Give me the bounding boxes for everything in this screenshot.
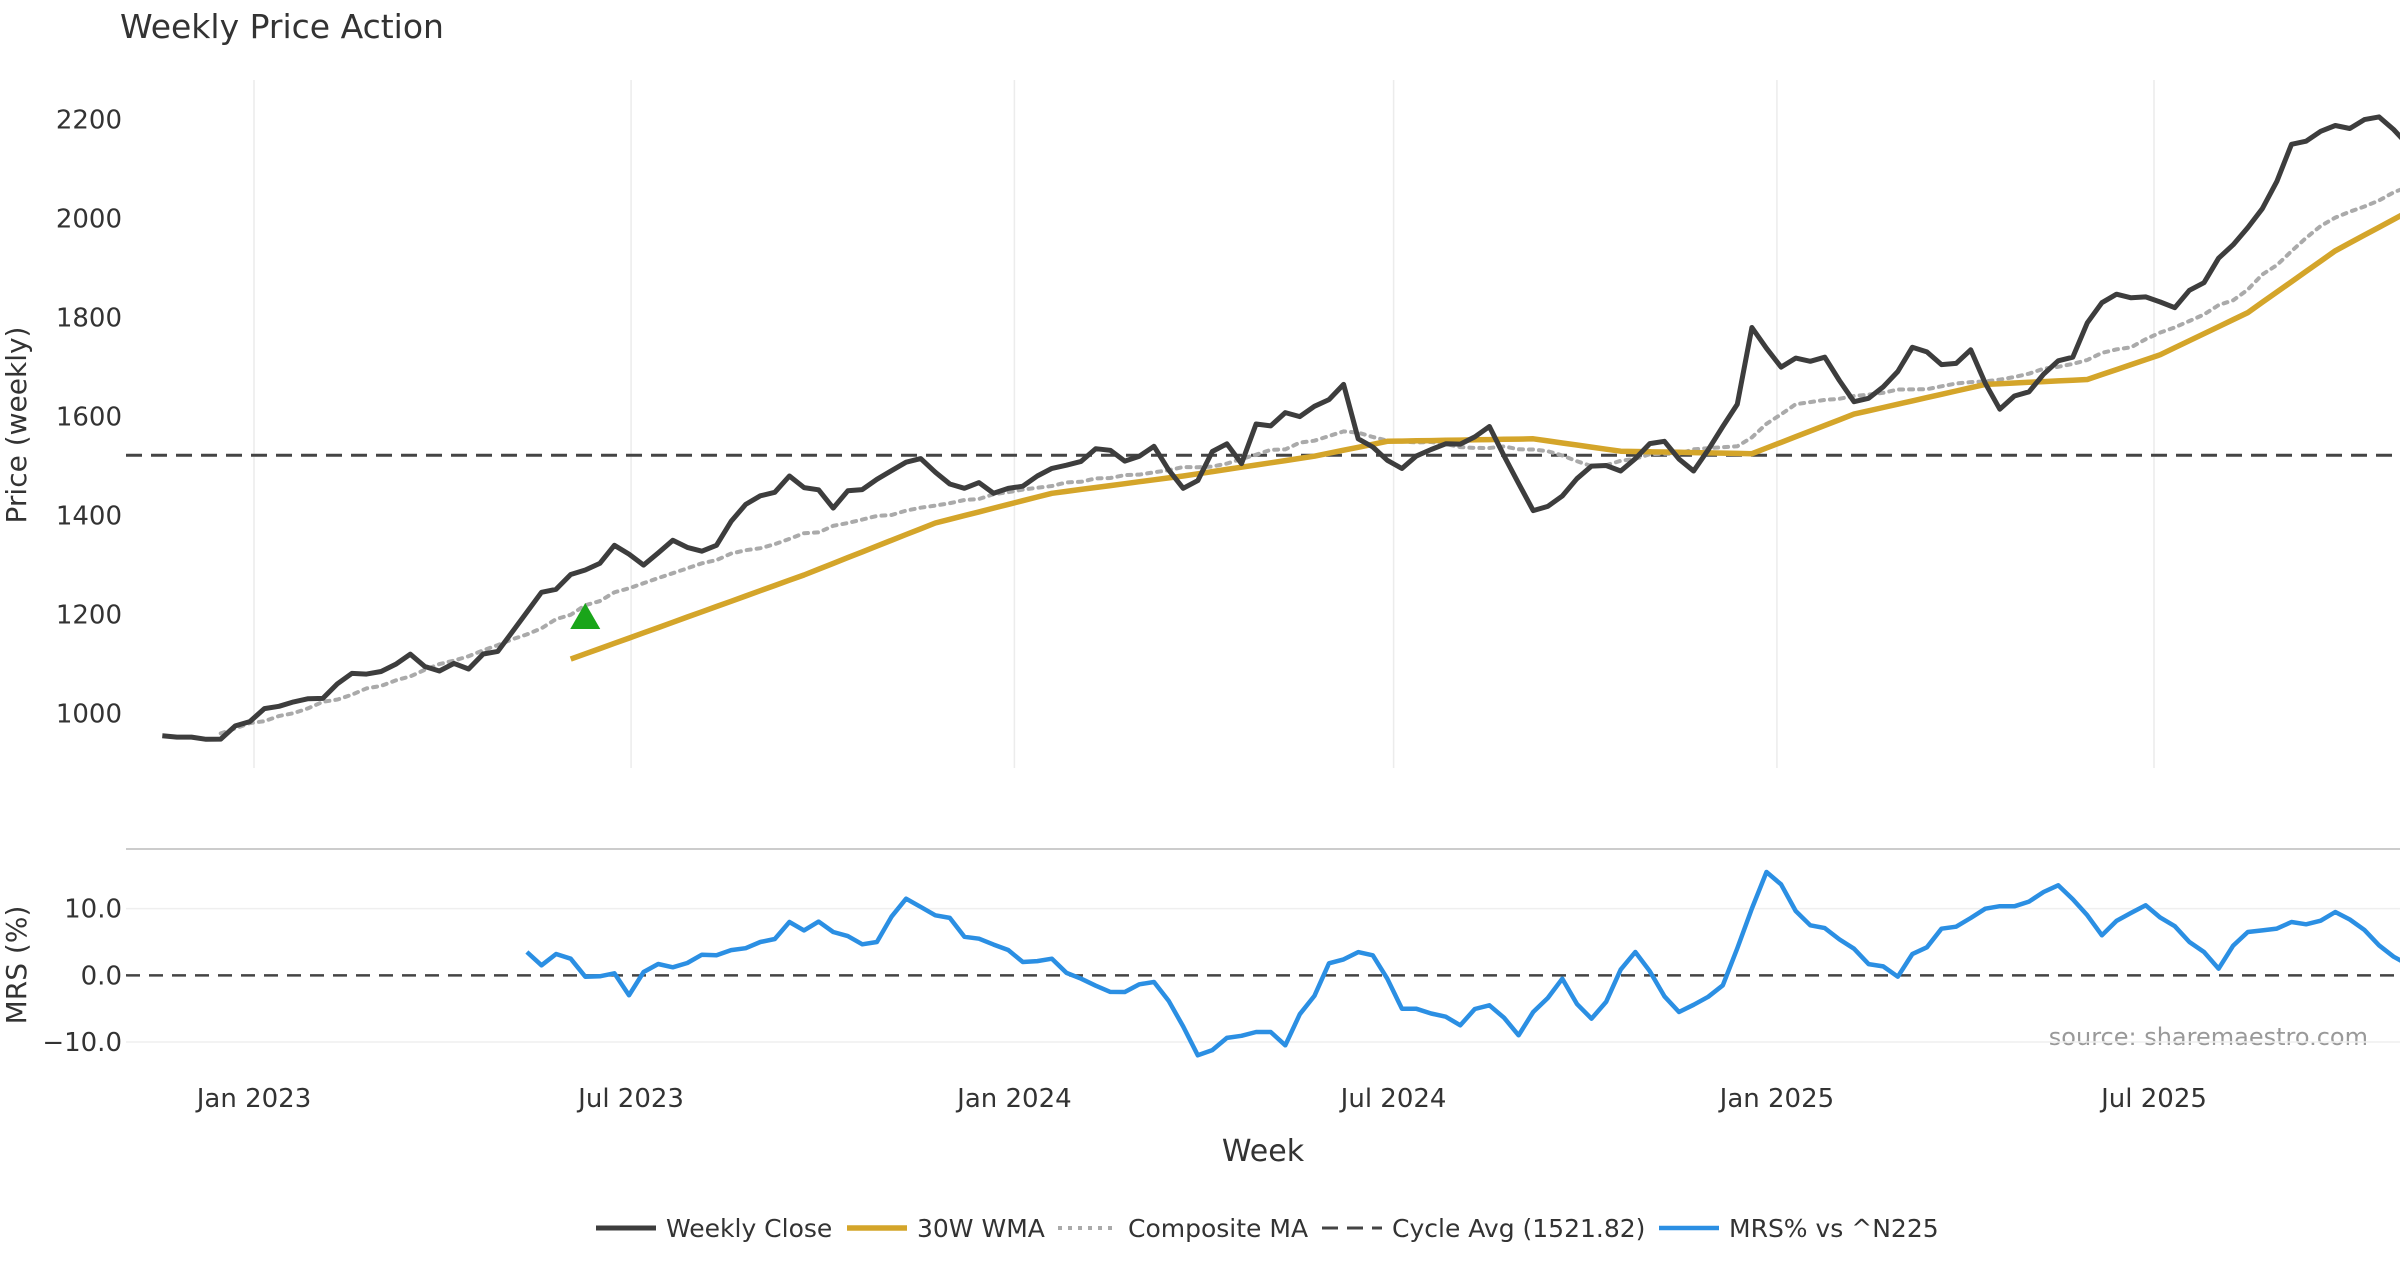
- mrs-tick-label: 10.0: [64, 895, 122, 925]
- legend: Weekly Close 30W WMA Composite MA Cycle Avg…: [596, 1214, 1939, 1243]
- mrs-line: [525, 869, 2400, 1058]
- buy-signal-triangle: [570, 603, 601, 630]
- x-tick-label: Jul 2025: [2099, 1084, 2207, 1114]
- x-tick-label: Jul 2024: [1339, 1084, 1447, 1114]
- legend-label: Cycle Avg (1521.82): [1392, 1214, 1645, 1243]
- x-tick-label: Jan 2024: [955, 1084, 1072, 1114]
- legend-label: 30W WMA: [917, 1214, 1045, 1243]
- price-axis-label: Price (weekly): [0, 327, 33, 524]
- price-tick-label: 2000: [56, 205, 122, 235]
- composite-ma-line: [218, 187, 2400, 736]
- x-tick-label: Jan 2023: [195, 1084, 312, 1114]
- legend-label: MRS% vs ^N225: [1729, 1214, 1939, 1243]
- x-tick-label: Jan 2025: [1718, 1084, 1835, 1114]
- weekly-close-line: [162, 114, 2400, 742]
- legend-label: Composite MA: [1128, 1214, 1308, 1243]
- x-axis-label: Week: [1222, 1134, 1305, 1169]
- x-tick-label: Jul 2023: [576, 1084, 684, 1114]
- price-tick-label: 1600: [56, 403, 122, 433]
- mrs-axis-label: MRS (%): [0, 906, 33, 1025]
- source-note: source: sharemaestro.com: [2049, 1023, 2368, 1051]
- mrs-tick-label: 0.0: [81, 961, 122, 991]
- legend-label: Weekly Close: [666, 1214, 832, 1243]
- price-tick-label: 1000: [56, 700, 122, 730]
- chart-title: Weekly Price Action: [120, 7, 444, 46]
- price-tick-label: 1800: [56, 304, 122, 334]
- price-tick-label: 1400: [56, 502, 122, 532]
- mrs-tick-label: −10.0: [42, 1028, 122, 1058]
- wma-30w-line: [569, 212, 2400, 662]
- price-tick-label: 2200: [56, 106, 122, 136]
- price-tick-label: 1200: [56, 601, 122, 631]
